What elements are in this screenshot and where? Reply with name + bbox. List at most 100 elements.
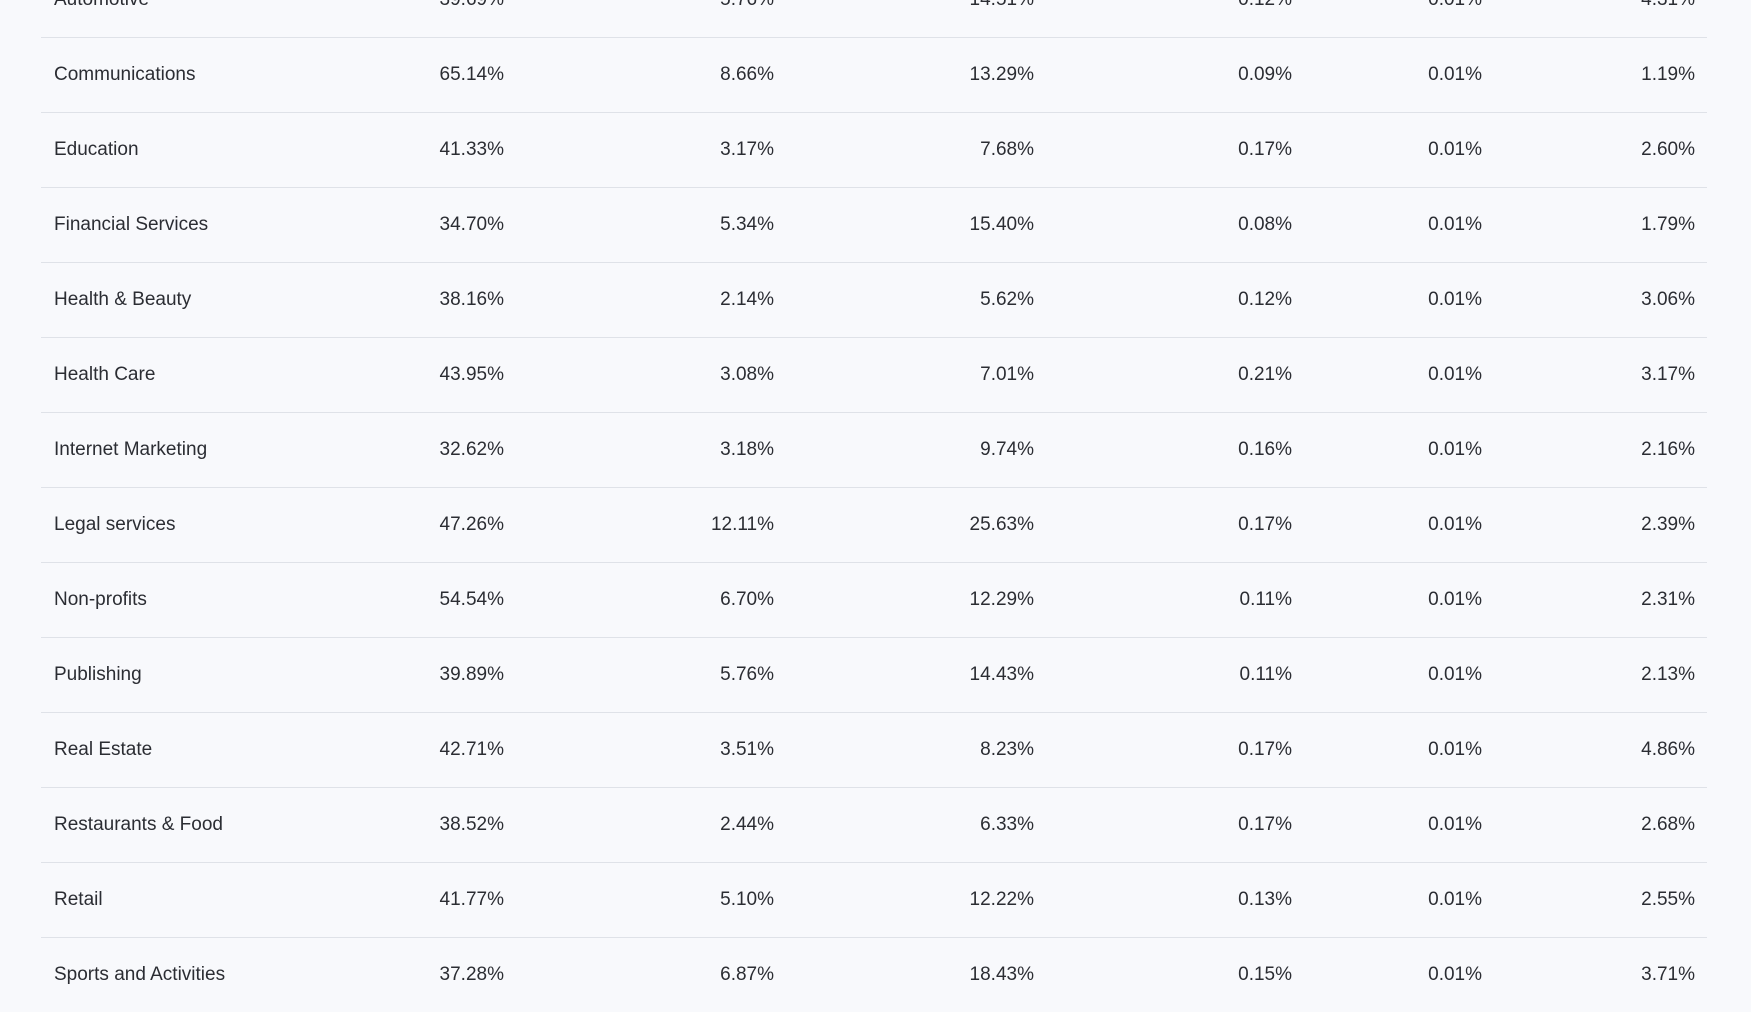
metric-cell-3: 9.74% [786, 411, 1046, 487]
metric-cell-2: 5.10% [516, 861, 786, 937]
metric-cell-1: 37.28% [286, 936, 516, 1012]
metric-cell-5: 0.01% [1304, 561, 1494, 637]
industry-name: Health & Beauty [41, 261, 286, 337]
metric-cell-2: 2.14% [516, 261, 786, 337]
metric-cell-1: 38.16% [286, 261, 516, 337]
metric-cell-4: 0.12% [1046, 0, 1304, 37]
metric-cell-3: 18.43% [786, 936, 1046, 1012]
metric-cell-3: 7.68% [786, 111, 1046, 187]
metric-cell-4: 0.08% [1046, 186, 1304, 262]
metric-cell-5: 0.01% [1304, 186, 1494, 262]
industry-name: Publishing [41, 636, 286, 712]
metric-cell-6: 3.71% [1494, 936, 1707, 1012]
benchmark-table-container: Automotive 39.69% 5.76% 14.51% 0.12% 0.0… [41, 0, 1707, 1012]
metric-cell-1: 47.26% [286, 486, 516, 562]
metric-cell-2: 6.70% [516, 561, 786, 637]
metric-cell-2: 3.17% [516, 111, 786, 187]
metric-cell-3: 25.63% [786, 486, 1046, 562]
industry-name: Non-profits [41, 561, 286, 637]
industry-name: Retail [41, 861, 286, 937]
metric-cell-4: 0.16% [1046, 411, 1304, 487]
metric-cell-5: 0.01% [1304, 0, 1494, 37]
metric-cell-2: 3.51% [516, 711, 786, 787]
table-row: Internet Marketing 32.62% 3.18% 9.74% 0.… [41, 411, 1707, 487]
metric-cell-4: 0.17% [1046, 486, 1304, 562]
table-row: Restaurants & Food 38.52% 2.44% 6.33% 0.… [41, 786, 1707, 862]
metric-cell-3: 5.62% [786, 261, 1046, 337]
industry-name: Internet Marketing [41, 411, 286, 487]
metric-cell-4: 0.12% [1046, 261, 1304, 337]
table-row: Communications 65.14% 8.66% 13.29% 0.09%… [41, 36, 1707, 112]
metric-cell-1: 38.52% [286, 786, 516, 862]
metric-cell-5: 0.01% [1304, 411, 1494, 487]
metric-cell-1: 41.77% [286, 861, 516, 937]
metric-cell-6: 2.13% [1494, 636, 1707, 712]
metric-cell-2: 8.66% [516, 36, 786, 112]
metric-cell-2: 6.87% [516, 936, 786, 1012]
metric-cell-5: 0.01% [1304, 786, 1494, 862]
metric-cell-5: 0.01% [1304, 936, 1494, 1012]
metric-cell-4: 0.21% [1046, 336, 1304, 412]
metric-cell-6: 2.39% [1494, 486, 1707, 562]
metric-cell-3: 15.40% [786, 186, 1046, 262]
metric-cell-5: 0.01% [1304, 261, 1494, 337]
metric-cell-3: 8.23% [786, 711, 1046, 787]
industry-name: Sports and Activities [41, 936, 286, 1012]
metric-cell-4: 0.17% [1046, 111, 1304, 187]
metric-cell-5: 0.01% [1304, 486, 1494, 562]
metric-cell-6: 4.31% [1494, 0, 1707, 37]
industry-name: Restaurants & Food [41, 786, 286, 862]
table-row: Non-profits 54.54% 6.70% 12.29% 0.11% 0.… [41, 561, 1707, 637]
metric-cell-2: 5.34% [516, 186, 786, 262]
metric-cell-1: 43.95% [286, 336, 516, 412]
metric-cell-3: 6.33% [786, 786, 1046, 862]
metric-cell-2: 5.76% [516, 0, 786, 37]
metric-cell-1: 65.14% [286, 36, 516, 112]
industry-name: Financial Services [41, 186, 286, 262]
table-row: Financial Services 34.70% 5.34% 15.40% 0… [41, 186, 1707, 262]
metric-cell-4: 0.11% [1046, 636, 1304, 712]
metric-cell-6: 2.60% [1494, 111, 1707, 187]
metric-cell-1: 32.62% [286, 411, 516, 487]
industry-name: Automotive [41, 0, 286, 37]
metric-cell-3: 12.22% [786, 861, 1046, 937]
table-row: Publishing 39.89% 5.76% 14.43% 0.11% 0.0… [41, 636, 1707, 712]
table-row: Sports and Activities 37.28% 6.87% 18.43… [41, 936, 1707, 1012]
metric-cell-2: 2.44% [516, 786, 786, 862]
metric-cell-1: 34.70% [286, 186, 516, 262]
metric-cell-3: 14.51% [786, 0, 1046, 37]
industry-benchmark-table: Automotive 39.69% 5.76% 14.51% 0.12% 0.0… [41, 0, 1707, 1012]
metric-cell-6: 1.19% [1494, 36, 1707, 112]
metric-cell-6: 2.31% [1494, 561, 1707, 637]
metric-cell-1: 54.54% [286, 561, 516, 637]
metric-cell-1: 39.89% [286, 636, 516, 712]
metric-cell-1: 39.69% [286, 0, 516, 37]
industry-name: Legal services [41, 486, 286, 562]
metric-cell-3: 7.01% [786, 336, 1046, 412]
table-row: Retail 41.77% 5.10% 12.22% 0.13% 0.01% 2… [41, 861, 1707, 937]
metric-cell-4: 0.17% [1046, 711, 1304, 787]
metric-cell-3: 12.29% [786, 561, 1046, 637]
metric-cell-4: 0.09% [1046, 36, 1304, 112]
metric-cell-6: 2.68% [1494, 786, 1707, 862]
table-row: Real Estate 42.71% 3.51% 8.23% 0.17% 0.0… [41, 711, 1707, 787]
table-row: Health & Beauty 38.16% 2.14% 5.62% 0.12%… [41, 261, 1707, 337]
metric-cell-4: 0.11% [1046, 561, 1304, 637]
metric-cell-3: 13.29% [786, 36, 1046, 112]
metric-cell-6: 3.17% [1494, 336, 1707, 412]
metric-cell-1: 41.33% [286, 111, 516, 187]
metric-cell-5: 0.01% [1304, 636, 1494, 712]
industry-name: Real Estate [41, 711, 286, 787]
metric-cell-2: 12.11% [516, 486, 786, 562]
table-body: Automotive 39.69% 5.76% 14.51% 0.12% 0.0… [41, 0, 1707, 1012]
industry-name: Health Care [41, 336, 286, 412]
table-row: Legal services 47.26% 12.11% 25.63% 0.17… [41, 486, 1707, 562]
metric-cell-2: 5.76% [516, 636, 786, 712]
industry-name: Education [41, 111, 286, 187]
metric-cell-5: 0.01% [1304, 861, 1494, 937]
metric-cell-6: 1.79% [1494, 186, 1707, 262]
metric-cell-5: 0.01% [1304, 111, 1494, 187]
metric-cell-6: 2.55% [1494, 861, 1707, 937]
industry-name: Communications [41, 36, 286, 112]
metric-cell-5: 0.01% [1304, 336, 1494, 412]
